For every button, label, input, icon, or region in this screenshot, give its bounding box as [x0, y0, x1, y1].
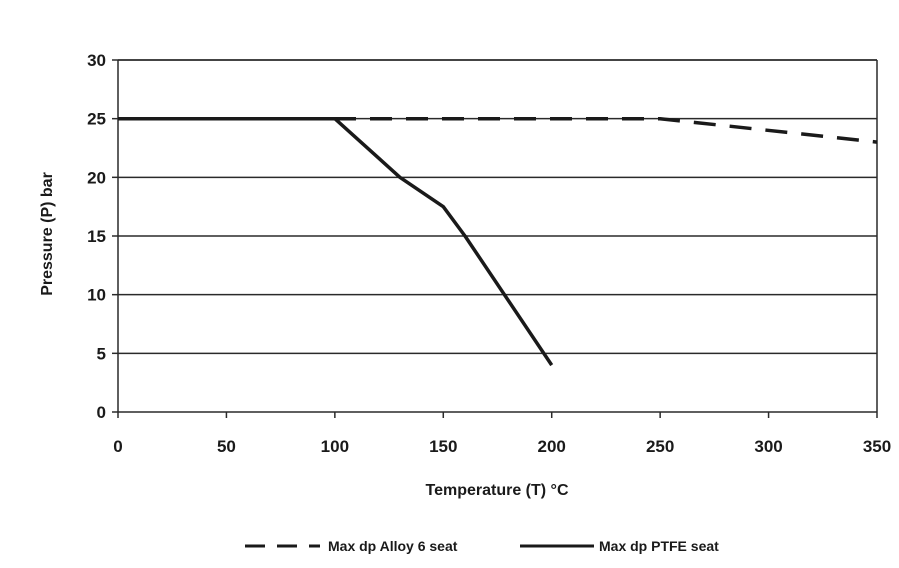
y-tick-label-25: 25 [87, 110, 106, 129]
grid-layer [118, 59, 877, 355]
series-line-alloy-6-seat [118, 116, 878, 144]
x-tick-label-150: 150 [429, 437, 457, 456]
y-tick-label-20: 20 [87, 168, 106, 187]
x-tick-label-50: 50 [217, 437, 236, 456]
series-line-ptfe-seat [118, 116, 554, 367]
y-tick-label-10: 10 [87, 286, 106, 305]
legend-label-ptfe: Max dp PTFE seat [599, 538, 719, 554]
x-axis-title: Temperature (T) °C [425, 482, 568, 499]
legend: Max dp Alloy 6 seat Max dp PTFE seat [245, 538, 719, 554]
x-tick-label-300: 300 [754, 437, 782, 456]
series-layer [118, 116, 878, 367]
x-tick-label-100: 100 [321, 437, 349, 456]
x-tick-label-0: 0 [113, 437, 122, 456]
x-tick-label-200: 200 [538, 437, 566, 456]
legend-label-alloy-6: Max dp Alloy 6 seat [328, 538, 458, 554]
x-tick-label-350: 350 [863, 437, 891, 456]
y-tick-label-30: 30 [87, 51, 106, 70]
y-axis-title: Pressure (P) bar [39, 172, 56, 296]
y-tick-label-5: 5 [97, 344, 106, 363]
x-tick-label-250: 250 [646, 437, 674, 456]
y-tick-label-0: 0 [97, 403, 106, 422]
y-tick-label-15: 15 [87, 227, 106, 246]
axis-layer [112, 59, 878, 418]
